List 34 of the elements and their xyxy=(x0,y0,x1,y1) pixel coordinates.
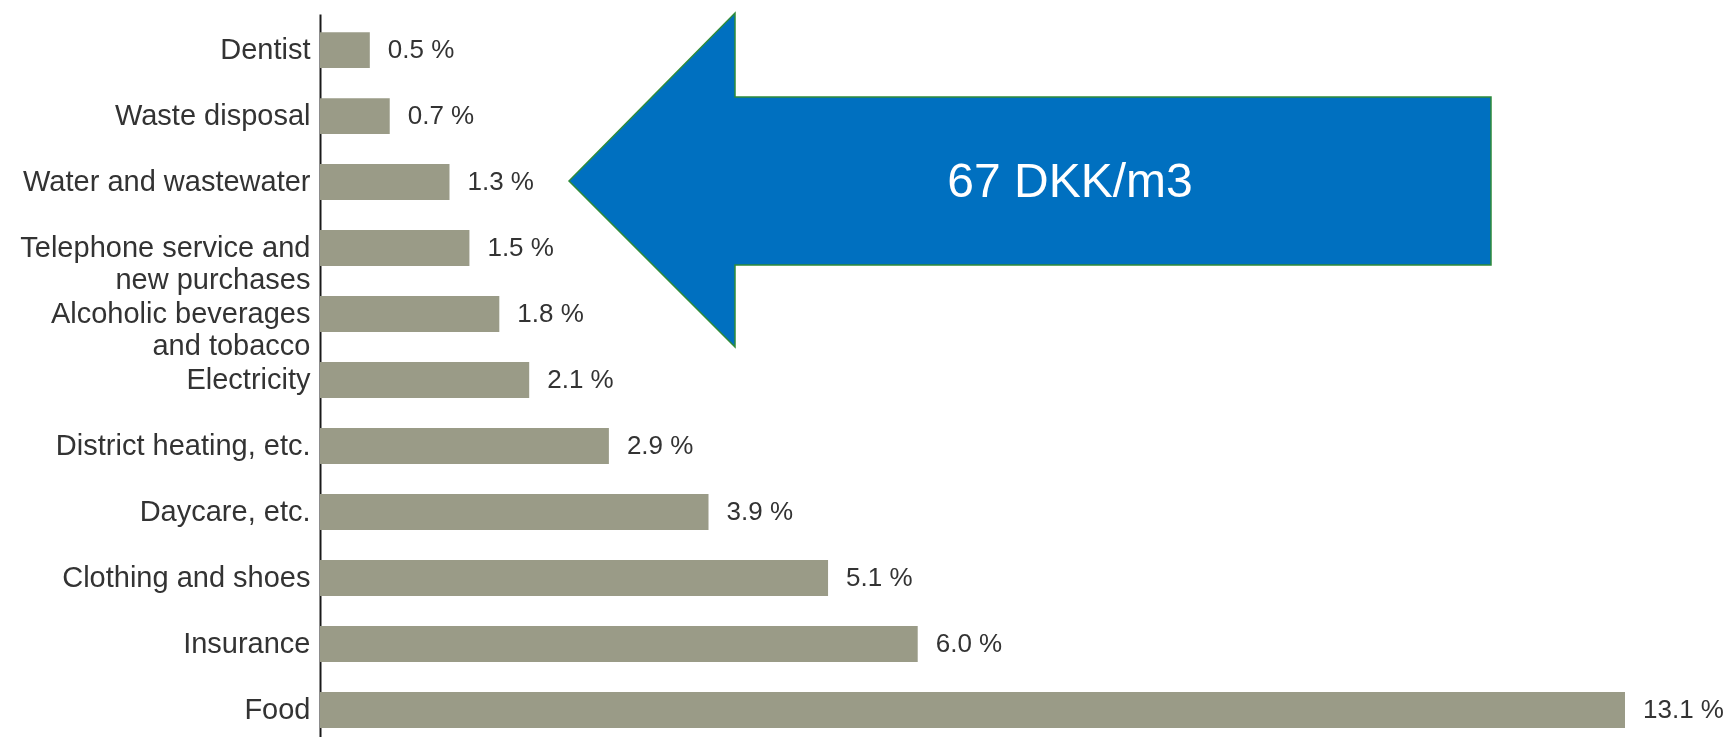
bar xyxy=(320,428,609,465)
data-label: 1.8 % xyxy=(517,298,584,329)
data-label: 2.9 % xyxy=(626,430,694,461)
data-label: 0.5 % xyxy=(387,34,455,65)
y-tick-label: Food xyxy=(244,693,311,726)
bar xyxy=(320,692,1625,729)
bar xyxy=(320,98,390,135)
y-tick-label: Daycare, etc. xyxy=(139,495,311,528)
bar xyxy=(320,32,370,69)
bar xyxy=(320,560,829,597)
bar xyxy=(320,362,530,399)
y-tick-label: Electricity xyxy=(186,363,311,396)
data-label: 3.9 % xyxy=(726,496,794,527)
bar xyxy=(320,296,500,333)
y-tick-label: District heating, etc. xyxy=(55,429,311,462)
bar xyxy=(320,626,918,663)
data-label: 1.5 % xyxy=(487,232,554,263)
data-label: 1.3 % xyxy=(467,166,534,197)
y-tick-label: Waste disposal xyxy=(114,99,311,132)
y-tick-label: Water and wastewater xyxy=(23,165,311,198)
bar xyxy=(320,494,709,531)
bar xyxy=(320,164,450,201)
data-label: 2.1 % xyxy=(547,364,614,395)
data-label: 13.1 % xyxy=(1643,694,1724,725)
bar xyxy=(320,230,470,267)
y-tick-label: Clothing and shoes xyxy=(62,561,311,594)
annotation: 67 DKK/m3 xyxy=(947,154,1193,207)
data-label: 6.0 % xyxy=(935,628,1003,659)
y-tick-label: Telephone service and new purchases xyxy=(20,231,311,296)
data-label: 5.1 % xyxy=(846,562,913,593)
y-tick-label: Insurance xyxy=(183,627,311,660)
y-tick-label: Alcoholic beverages and tobacco xyxy=(50,297,311,362)
data-label: 0.7 % xyxy=(407,100,475,131)
y-tick-label: Dentist xyxy=(220,33,311,66)
